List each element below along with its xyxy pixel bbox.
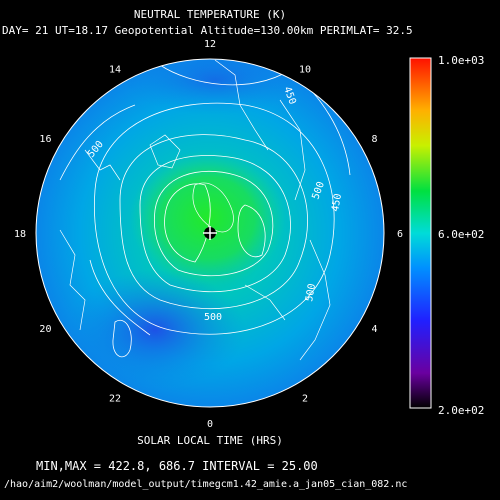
contour-label: 450 <box>330 193 344 213</box>
min-max-stats: MIN,MAX = 422.8, 686.7 INTERVAL = 25.00 <box>36 459 318 473</box>
hour-label-22: 22 <box>109 394 121 405</box>
colorbar <box>409 57 432 409</box>
plot-subtitle: DAY= 21 UT=18.17 Geopotential Altitude=1… <box>2 24 413 37</box>
pole-marker <box>203 226 217 240</box>
colorbar-mid-label: 6.0e+02 <box>438 228 485 241</box>
hour-label-12: 12 <box>204 39 216 50</box>
warm-region <box>130 150 286 286</box>
cool-region-nightside <box>65 270 245 390</box>
file-path: /hao/aim2/woolman/model_output/timegcm1.… <box>4 479 408 490</box>
hour-labels: 12 14 16 18 20 22 0 2 4 6 8 10 <box>14 39 403 430</box>
contour-label: 500 <box>304 283 318 303</box>
x-axis-label: SOLAR LOCAL TIME (HRS) <box>137 434 283 447</box>
hour-label-14: 14 <box>109 64 121 75</box>
hour-label-18: 18 <box>14 229 26 240</box>
plot-title: NEUTRAL TEMPERATURE (K) <box>133 8 287 21</box>
map-boundary <box>35 58 385 408</box>
hour-label-6: 6 <box>397 229 403 240</box>
hour-label-2: 2 <box>302 394 308 405</box>
hour-label-10: 10 <box>299 64 311 75</box>
hour-label-20: 20 <box>39 324 51 335</box>
hour-label-4: 4 <box>372 324 378 335</box>
contour-label: 500 <box>204 312 222 323</box>
cool-region-noon <box>125 59 305 115</box>
coastlines <box>59 59 331 361</box>
hour-label-0: 0 <box>207 419 213 430</box>
temperature-contours <box>59 64 351 358</box>
colorbar-max-label: 1.0e+03 <box>438 54 485 67</box>
hour-label-8: 8 <box>372 134 378 145</box>
hour-label-16: 16 <box>39 134 51 145</box>
colorbar-min-label: 2.0e+02 <box>438 404 485 417</box>
